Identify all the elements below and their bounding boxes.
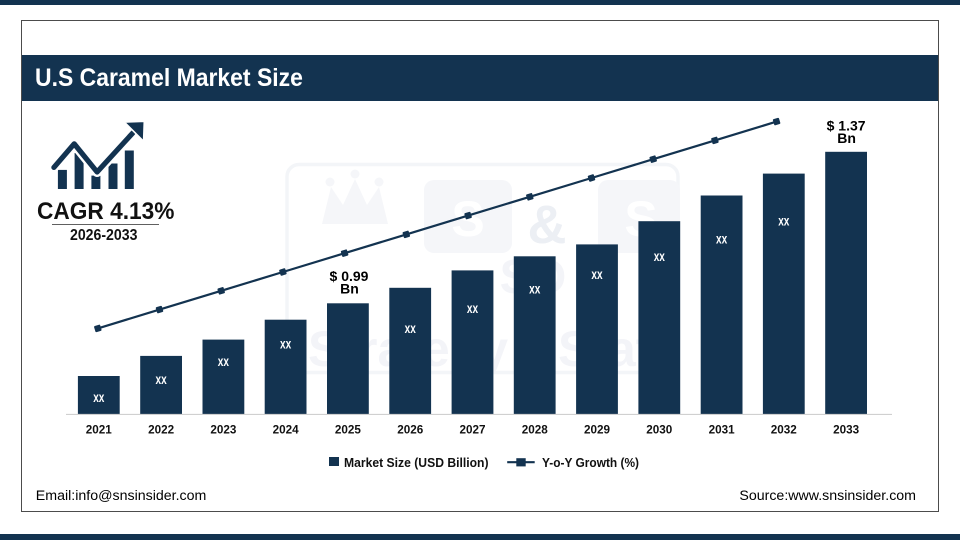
svg-text:$ 1.37: $ 1.37 <box>827 118 866 134</box>
svg-text:2027: 2027 <box>459 424 485 437</box>
svg-text:xx: xx <box>654 249 665 265</box>
svg-text:2025: 2025 <box>335 424 362 437</box>
svg-text:xx: xx <box>218 353 229 369</box>
svg-text:xx: xx <box>93 389 104 405</box>
svg-text:2024: 2024 <box>273 424 300 437</box>
svg-text:xx: xx <box>529 281 540 297</box>
svg-text:xx: xx <box>280 336 291 352</box>
svg-text:xx: xx <box>405 321 416 337</box>
svg-text:2023: 2023 <box>210 424 237 437</box>
svg-text:xx: xx <box>716 231 727 247</box>
svg-text:xx: xx <box>467 300 478 316</box>
svg-text:&: & <box>528 195 567 255</box>
svg-text:2021: 2021 <box>86 424 113 437</box>
svg-text:Bn: Bn <box>340 281 359 297</box>
svg-text:2031: 2031 <box>709 424 736 437</box>
svg-text:xx: xx <box>155 371 166 387</box>
svg-text:2032: 2032 <box>771 424 798 437</box>
svg-text:$ 0.99: $ 0.99 <box>330 268 369 284</box>
svg-text:xx: xx <box>591 266 602 282</box>
svg-text:xx: xx <box>778 213 789 229</box>
svg-text:2022: 2022 <box>148 424 175 437</box>
svg-text:2026: 2026 <box>397 424 424 437</box>
svg-text:2028: 2028 <box>522 424 549 437</box>
svg-text:2029: 2029 <box>584 424 611 437</box>
svg-text:Bn: Bn <box>837 130 856 146</box>
svg-text:2033: 2033 <box>833 424 860 437</box>
svg-text:2030: 2030 <box>646 424 673 437</box>
